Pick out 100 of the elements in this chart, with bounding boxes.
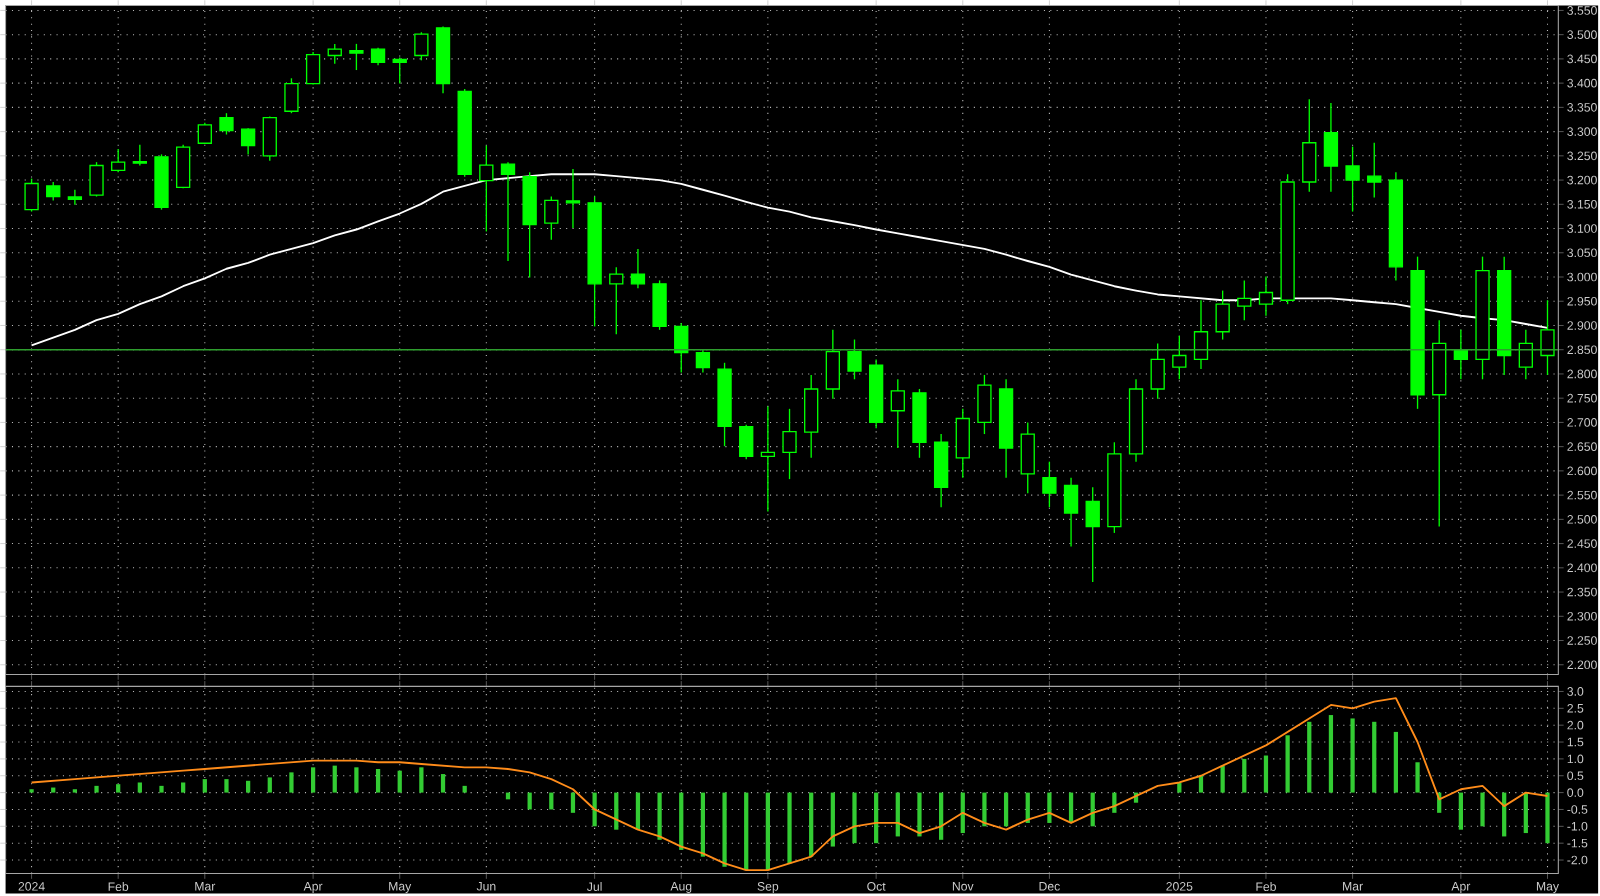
candlestick [305,51,321,86]
bar [1545,792,1550,844]
bar [354,767,359,793]
bar [137,782,142,793]
candlestick [262,116,277,162]
candlestick [111,148,126,174]
bar [852,792,857,844]
candlestick [67,189,83,206]
bar [917,792,922,837]
bar [1285,735,1290,793]
candlestick [1063,477,1079,548]
candlestick [500,161,516,262]
candlestick [1193,299,1209,370]
bar [1480,792,1485,827]
bar [1393,732,1399,793]
bar [1198,775,1204,793]
bar [700,792,706,857]
candlestick [955,408,970,479]
candlestick [1367,142,1382,199]
candlestick [46,181,61,202]
bar [1003,792,1009,827]
bar [939,792,944,840]
bar [202,779,207,793]
bar [1047,792,1052,824]
candlestick [1237,279,1252,321]
bar [809,792,814,857]
candlestick [132,144,148,167]
bar [224,779,229,793]
candlestick [522,171,537,279]
bar [94,785,99,793]
candlestick [284,77,299,114]
candlestick [1518,329,1533,381]
candlestick [825,329,841,400]
candlestick [197,122,212,145]
bar [181,782,186,793]
bar [310,767,316,793]
bar [635,792,641,830]
bar [744,792,749,871]
candlestick [392,56,407,85]
candlestick [695,349,711,374]
bar [375,769,381,793]
candlestick [565,168,581,229]
bar [1307,721,1312,793]
candlestick [1302,98,1317,193]
candlestick [1020,421,1035,494]
bar [982,792,987,827]
bar [1263,755,1269,793]
candlestick [327,43,342,65]
candlestick [1042,461,1057,509]
bar [246,780,251,793]
candlestick [804,374,819,459]
bar [1242,759,1247,793]
bar [1220,765,1225,793]
bar [1458,792,1463,830]
bar [1415,762,1420,793]
bar [1523,792,1528,834]
candlestick [1258,275,1274,317]
candlestick [1345,146,1360,213]
bar [657,792,662,840]
bar [462,785,467,793]
bar [440,774,446,793]
bar [722,792,727,867]
bar [765,792,770,871]
bar [419,767,424,793]
candlestick [24,178,39,213]
bar [51,787,56,793]
candlestick [760,405,776,513]
bar [570,792,576,813]
bar [332,765,337,793]
bar [679,792,684,851]
candlestick [1172,335,1187,381]
candlestick [89,161,104,198]
candlestick [414,31,429,62]
bar [830,792,835,847]
bar [159,785,164,793]
candlestick [739,424,754,461]
bar [397,770,402,793]
candlestick [175,144,191,190]
candlestick [240,127,256,156]
candlestick [219,112,234,136]
candlestick [630,248,646,289]
bar [1350,718,1355,793]
candlestick [544,196,559,241]
candlestick [1085,486,1100,583]
bar [116,784,121,793]
bar [787,792,792,864]
candlestick [782,408,797,480]
candlestick [1540,299,1555,376]
bar [267,777,272,793]
candlestick [933,433,949,509]
bar [1372,721,1377,793]
candlestick [1150,342,1165,400]
candlestick [847,338,862,381]
candlestick [890,378,905,449]
bar [1328,715,1334,793]
candlestick [977,374,992,435]
candlestick [479,145,494,233]
candlestick [1215,290,1230,341]
bar [289,772,294,793]
candlestick [1323,102,1339,193]
